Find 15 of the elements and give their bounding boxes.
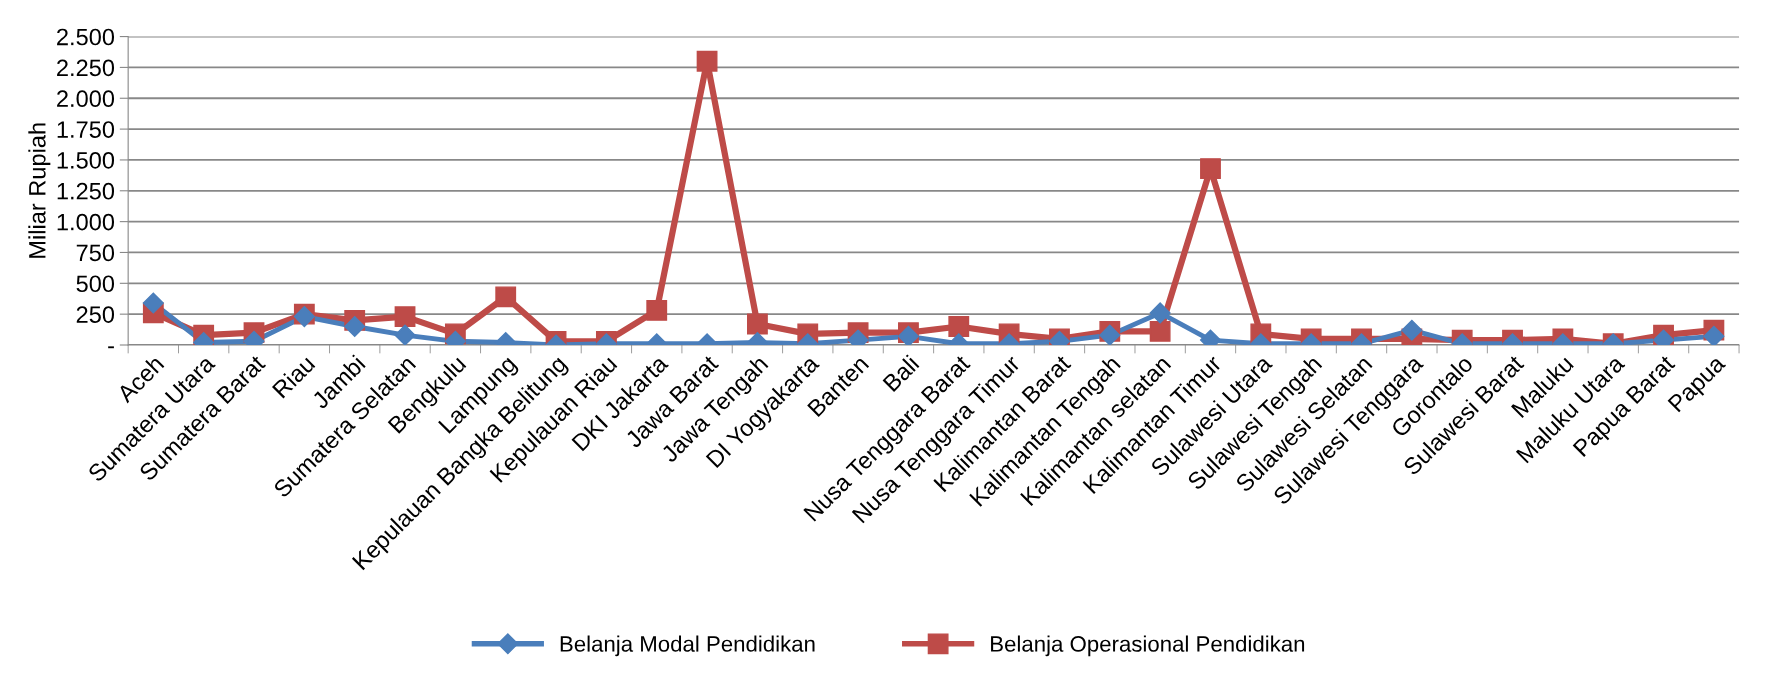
y-tick-label: 500 xyxy=(76,275,115,293)
y-tick-label: 2.000 xyxy=(57,90,115,108)
y-tick-label: 1.000 xyxy=(57,213,115,231)
y-tick-label: 2.250 xyxy=(57,59,115,77)
y-tick-label: 750 xyxy=(76,244,115,262)
y-tick-label: 1.750 xyxy=(57,121,115,138)
legend-label: Belanja Modal Pendidikan xyxy=(560,635,815,657)
y-tick-label: 2.500 xyxy=(57,28,115,46)
y-axis-title: Miliar Rupiah xyxy=(28,123,51,258)
y-tick-label: 250 xyxy=(76,306,115,323)
legend-label: Belanja Operasional Pendidikan xyxy=(991,635,1305,657)
x-tick-label: Bali xyxy=(881,354,920,393)
y-tick-label: 1.500 xyxy=(57,152,115,169)
y-tick-label: - xyxy=(108,346,114,349)
y-tick-label: 1.250 xyxy=(57,182,115,200)
